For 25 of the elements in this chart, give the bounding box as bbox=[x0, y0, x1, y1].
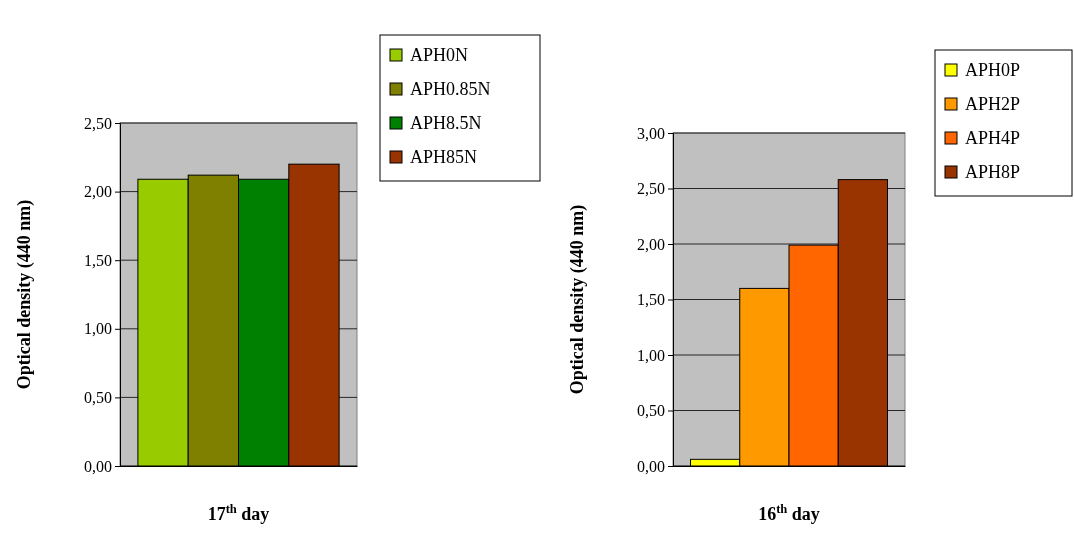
y-tick-label: 0,00 bbox=[84, 457, 112, 475]
x-axis-title: 17$^{th}$ day bbox=[207, 502, 270, 524]
legend-label: APH0.85N bbox=[410, 79, 491, 99]
y-tick-label: 1,50 bbox=[84, 251, 112, 269]
legend-label: APH0P bbox=[965, 60, 1021, 80]
y-tick-label: 0,50 bbox=[84, 389, 112, 407]
y-tick-label: 3,00 bbox=[637, 124, 665, 142]
legend-label: APH8.5N bbox=[410, 113, 482, 133]
y-tick-label: 0,50 bbox=[637, 402, 665, 420]
y-tick-label: 2,50 bbox=[84, 114, 112, 132]
legend-label: APH0N bbox=[410, 45, 469, 65]
y-tick-label: 2,00 bbox=[637, 235, 665, 253]
y-tick-label: 1,00 bbox=[637, 346, 665, 364]
legend-label: APH4P bbox=[965, 128, 1021, 148]
y-tick-label: 2,50 bbox=[637, 180, 665, 198]
legend-label: APH8P bbox=[965, 162, 1021, 182]
y-tick-label: 2,00 bbox=[84, 183, 112, 201]
y-tick-label: 1,50 bbox=[637, 291, 665, 309]
y-axis-title: Optical density (440 nm) bbox=[567, 204, 588, 395]
legend-label: APH85N bbox=[410, 147, 478, 167]
y-tick-label: 1,00 bbox=[84, 320, 112, 338]
y-tick-label: 0,00 bbox=[637, 457, 665, 475]
legend-label: APH2P bbox=[965, 94, 1021, 114]
y-axis-title: Optical density (440 nm) bbox=[14, 199, 35, 390]
x-axis-title: 16$^{th}$ day bbox=[758, 502, 820, 524]
